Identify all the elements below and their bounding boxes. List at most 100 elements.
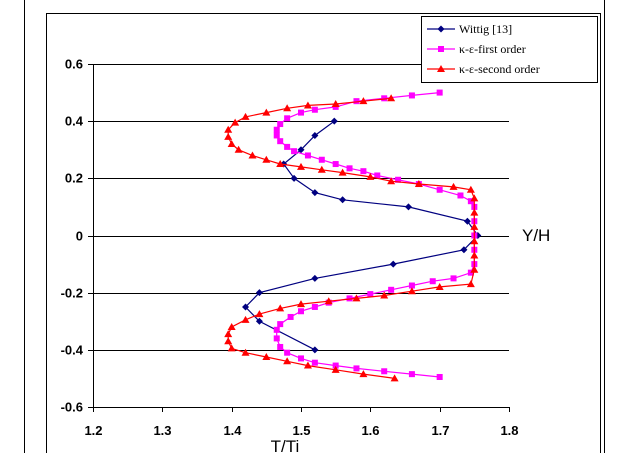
x-tick-label: 1.5 [292, 423, 310, 438]
data-point [380, 291, 389, 299]
data-point [224, 125, 233, 133]
legend-marker [438, 46, 444, 52]
data-point [450, 275, 457, 282]
legend-marker [437, 65, 445, 72]
data-point [346, 165, 353, 172]
series-line [276, 92, 475, 378]
data-point [227, 140, 236, 148]
y-tick-label: 0.4 [65, 114, 84, 129]
data-point [470, 251, 479, 259]
data-point [311, 359, 318, 366]
data-point [276, 304, 285, 312]
data-point [297, 162, 305, 170]
data-point [374, 172, 381, 179]
data-point [298, 308, 304, 315]
data-point [311, 303, 318, 310]
data-point [407, 287, 416, 295]
data-point [303, 101, 312, 109]
series-layer [224, 89, 482, 382]
data-point [338, 168, 347, 176]
data-point [470, 237, 479, 245]
data-point [359, 97, 368, 105]
data-point [284, 349, 291, 356]
data-point [390, 374, 399, 382]
data-point [255, 289, 263, 297]
series-line [227, 97, 475, 379]
legend: Wittig [13] κ-ε-first order κ-ε-second ord… [421, 16, 598, 83]
data-point [284, 115, 291, 122]
data-point [332, 362, 339, 369]
data-point [367, 291, 374, 298]
data-point [311, 106, 318, 113]
legend-entry: κ-ε-second order [427, 62, 540, 76]
data-point [387, 94, 396, 102]
data-point [339, 196, 347, 204]
data-point [436, 186, 443, 193]
series-ke-first-order [273, 89, 478, 380]
data-point [227, 322, 236, 330]
series-ke-second-order [224, 94, 479, 382]
data-point [277, 321, 284, 328]
y-tick-label: 0.2 [65, 171, 83, 186]
data-point [429, 278, 436, 285]
data-point [224, 330, 233, 338]
legend-label: κ-ε-second order [459, 62, 540, 76]
legend-marker [437, 25, 445, 33]
axes-layer: 0.6 0.4 0.2 0 -0.2 -0.4 -0.61.2 1.3 1.4 1.5 1.6 1.7… [61, 57, 551, 457]
data-point [224, 132, 233, 140]
data-point [277, 138, 284, 145]
x-tick-label: 1.7 [431, 423, 449, 438]
data-point [290, 174, 298, 182]
data-point [346, 295, 353, 302]
data-point [457, 192, 464, 199]
data-point [466, 185, 475, 193]
data-point [366, 172, 375, 180]
data-point [283, 104, 292, 112]
data-point [404, 203, 412, 211]
data-point [463, 217, 471, 225]
y-tick-label: -0.4 [61, 343, 84, 358]
data-point [360, 168, 367, 175]
data-point [311, 131, 319, 139]
data-point [227, 344, 236, 352]
data-point [460, 246, 468, 254]
data-point [388, 286, 395, 293]
x-tick-label: 1.2 [84, 423, 102, 438]
data-point [414, 180, 423, 188]
data-point [273, 132, 280, 139]
data-point [381, 368, 388, 375]
data-point [273, 335, 280, 342]
data-point [255, 317, 263, 325]
x-tick-label: 1.3 [153, 423, 171, 438]
data-point [359, 370, 368, 378]
data-point [242, 303, 250, 311]
data-point [318, 156, 325, 163]
data-point [436, 89, 443, 96]
data-point [262, 352, 271, 360]
data-point [353, 365, 360, 372]
x-axis-label: T/Ti [271, 437, 300, 453]
series-line [244, 120, 479, 351]
legend-entry: κ-ε-first order [427, 42, 526, 56]
data-point [408, 371, 415, 378]
data-point [395, 176, 402, 183]
data-point [331, 100, 340, 108]
data-point [248, 151, 257, 159]
data-point [435, 282, 444, 290]
y-tick-label: -0.6 [61, 400, 83, 415]
legend-label: Wittig [13] [459, 22, 512, 36]
data-point [436, 373, 443, 380]
data-point [311, 189, 319, 197]
data-point [298, 355, 304, 362]
series-wittig [242, 117, 482, 354]
data-point [283, 357, 292, 365]
data-point [241, 315, 250, 323]
data-point [284, 143, 291, 150]
data-point [449, 182, 458, 190]
data-point [291, 148, 298, 155]
data-point [317, 165, 326, 173]
data-point [273, 326, 280, 333]
data-point [304, 152, 311, 159]
